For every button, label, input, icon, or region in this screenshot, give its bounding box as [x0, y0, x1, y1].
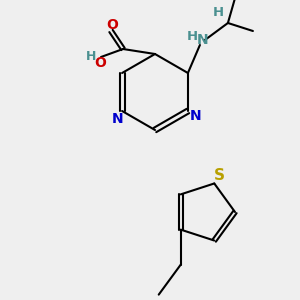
Text: H: H: [186, 31, 197, 44]
Text: H: H: [212, 7, 224, 20]
Text: S: S: [214, 168, 225, 183]
Text: N: N: [190, 109, 202, 123]
Text: H: H: [86, 50, 96, 64]
Text: O: O: [106, 18, 118, 32]
Text: N: N: [111, 112, 123, 126]
Text: O: O: [94, 56, 106, 70]
Text: N: N: [197, 33, 209, 47]
